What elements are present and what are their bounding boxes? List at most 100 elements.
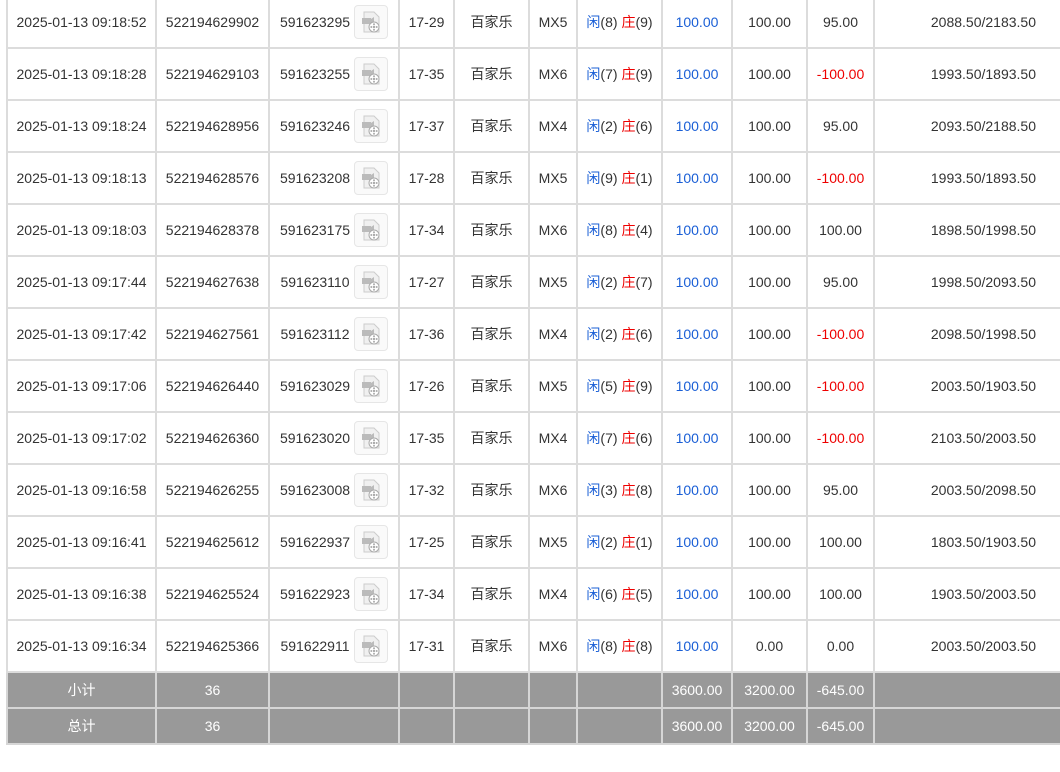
round-id: 591623295 bbox=[279, 14, 351, 30]
banker-label: 庄 bbox=[621, 222, 636, 238]
valid-bet: 100.00 bbox=[731, 359, 808, 413]
win-loss: -100.00 bbox=[806, 151, 875, 205]
table-number: 17-32 bbox=[398, 463, 455, 517]
table-row: 2025-01-13 09:16:58 522194626255 5916230… bbox=[6, 463, 1060, 517]
video-replay-icon[interactable] bbox=[354, 109, 389, 143]
game-name: 百家乐 bbox=[453, 411, 530, 465]
table-row: 2025-01-13 09:17:44 522194627638 5916231… bbox=[6, 255, 1060, 309]
bet-time: 2025-01-13 09:17:44 bbox=[6, 255, 157, 309]
balance-change: 2003.50/2003.50 bbox=[873, 619, 1060, 673]
room-code: MX6 bbox=[528, 619, 578, 673]
summary-valid: 3200.00 bbox=[731, 707, 808, 745]
round-id-cell: 591623112 bbox=[268, 307, 400, 361]
video-replay-icon[interactable] bbox=[354, 161, 389, 195]
result-cell: 闲(7) 庄(6) bbox=[576, 411, 663, 465]
player-score: (8) bbox=[600, 638, 618, 654]
video-replay-icon[interactable] bbox=[354, 213, 389, 247]
table-number: 17-27 bbox=[398, 255, 455, 309]
valid-bet: 100.00 bbox=[731, 151, 808, 205]
video-replay-icon[interactable] bbox=[354, 57, 389, 91]
win-loss: 95.00 bbox=[806, 99, 875, 153]
summary-count: 36 bbox=[155, 671, 270, 709]
round-id-cell: 591623110 bbox=[268, 255, 400, 309]
video-replay-icon[interactable] bbox=[353, 629, 388, 663]
banker-score: (4) bbox=[635, 222, 653, 238]
round-id: 591623255 bbox=[279, 66, 351, 82]
player-score: (9) bbox=[600, 170, 618, 186]
round-id: 591623020 bbox=[279, 430, 351, 446]
balance-change: 1993.50/1893.50 bbox=[873, 47, 1060, 101]
bet-time: 2025-01-13 09:17:02 bbox=[6, 411, 157, 465]
bet-id: 522194629103 bbox=[155, 47, 270, 101]
banker-label: 庄 bbox=[621, 430, 636, 446]
banker-label: 庄 bbox=[621, 586, 636, 602]
table-number: 17-26 bbox=[398, 359, 455, 413]
win-loss: -100.00 bbox=[806, 411, 875, 465]
video-replay-icon[interactable] bbox=[354, 577, 389, 611]
bet-time: 2025-01-13 09:18:24 bbox=[6, 99, 157, 153]
video-replay-icon[interactable] bbox=[354, 421, 389, 455]
bet-id: 522194625612 bbox=[155, 515, 270, 569]
banker-label: 庄 bbox=[621, 326, 636, 342]
bet-amount: 100.00 bbox=[661, 255, 733, 309]
round-id: 591622937 bbox=[279, 534, 351, 550]
round-id-cell: 591623295 bbox=[268, 0, 400, 49]
room-code: MX4 bbox=[528, 411, 578, 465]
table-number: 17-28 bbox=[398, 151, 455, 205]
game-name: 百家乐 bbox=[453, 463, 530, 517]
round-id-cell: 591622937 bbox=[268, 515, 400, 569]
room-code: MX5 bbox=[528, 151, 578, 205]
player-label: 闲 bbox=[586, 534, 601, 550]
result-cell: 闲(2) 庄(1) bbox=[576, 515, 663, 569]
table-number: 17-34 bbox=[398, 203, 455, 257]
player-label: 闲 bbox=[586, 638, 601, 654]
round-id: 591623246 bbox=[279, 118, 351, 134]
bet-time: 2025-01-13 09:16:58 bbox=[6, 463, 157, 517]
round-id-cell: 591623175 bbox=[268, 203, 400, 257]
win-loss: 100.00 bbox=[806, 203, 875, 257]
result-cell: 闲(8) 庄(9) bbox=[576, 0, 663, 49]
result-cell: 闲(2) 庄(6) bbox=[576, 307, 663, 361]
bet-time: 2025-01-13 09:16:41 bbox=[6, 515, 157, 569]
table-row: 2025-01-13 09:18:28 522194629103 5916232… bbox=[6, 47, 1060, 101]
room-code: MX5 bbox=[528, 359, 578, 413]
round-id: 591623112 bbox=[280, 326, 350, 342]
balance-change: 2003.50/2098.50 bbox=[873, 463, 1060, 517]
game-name: 百家乐 bbox=[453, 567, 530, 621]
valid-bet: 100.00 bbox=[731, 47, 808, 101]
result-cell: 闲(2) 庄(6) bbox=[576, 99, 663, 153]
bet-id: 522194629902 bbox=[155, 0, 270, 49]
bet-id: 522194627638 bbox=[155, 255, 270, 309]
player-label: 闲 bbox=[586, 378, 601, 394]
result-cell: 闲(2) 庄(7) bbox=[576, 255, 663, 309]
video-replay-icon[interactable] bbox=[354, 525, 389, 559]
video-replay-icon[interactable] bbox=[354, 473, 389, 507]
table-row: 2025-01-13 09:17:42 522194627561 5916231… bbox=[6, 307, 1060, 361]
table-row: 2025-01-13 09:18:52 522194629902 5916232… bbox=[6, 0, 1060, 49]
balance-change: 2088.50/2183.50 bbox=[873, 0, 1060, 49]
balance-change: 1993.50/1893.50 bbox=[873, 151, 1060, 205]
player-label: 闲 bbox=[586, 118, 601, 134]
player-score: (2) bbox=[600, 274, 618, 290]
result-cell: 闲(3) 庄(8) bbox=[576, 463, 663, 517]
game-name: 百家乐 bbox=[453, 359, 530, 413]
round-id-cell: 591623029 bbox=[268, 359, 400, 413]
win-loss: 95.00 bbox=[806, 0, 875, 49]
table-number: 17-31 bbox=[398, 619, 455, 673]
banker-label: 庄 bbox=[621, 170, 636, 186]
summary-bet: 3600.00 bbox=[661, 671, 733, 709]
video-replay-icon[interactable] bbox=[353, 265, 388, 299]
video-replay-icon[interactable] bbox=[353, 317, 388, 351]
valid-bet: 100.00 bbox=[731, 463, 808, 517]
result-cell: 闲(8) 庄(8) bbox=[576, 619, 663, 673]
video-replay-icon[interactable] bbox=[354, 5, 389, 39]
player-score: (7) bbox=[600, 66, 618, 82]
bet-time: 2025-01-13 09:18:52 bbox=[6, 0, 157, 49]
round-id: 591623110 bbox=[280, 274, 350, 290]
balance-change: 1998.50/2093.50 bbox=[873, 255, 1060, 309]
banker-score: (6) bbox=[635, 326, 653, 342]
balance-change: 2103.50/2003.50 bbox=[873, 411, 1060, 465]
video-replay-icon[interactable] bbox=[354, 369, 389, 403]
round-id-cell: 591623008 bbox=[268, 463, 400, 517]
table-number: 17-36 bbox=[398, 307, 455, 361]
